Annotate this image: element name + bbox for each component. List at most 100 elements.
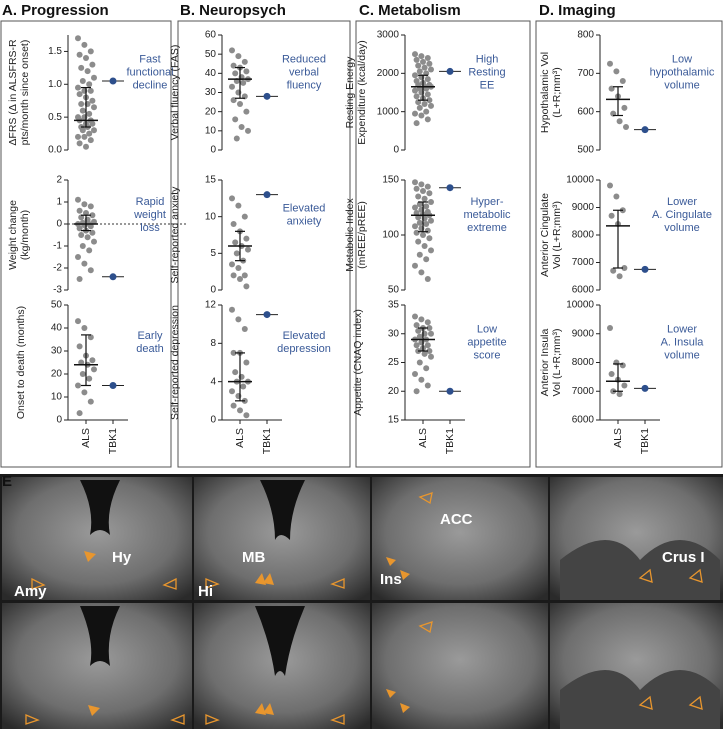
als-point [619,78,626,84]
panel-title: C. Metabolism [359,2,461,19]
als-point [235,316,242,323]
als-point [607,325,613,331]
als-point [78,359,85,366]
y-tick-label: 15 [388,415,400,426]
als-point [412,204,418,211]
als-point [415,238,422,245]
als-point [232,239,239,246]
region-label: Hy [112,549,132,566]
als-point [233,250,240,257]
als-point [79,107,86,114]
als-point [613,193,620,200]
annotation: A. Insula [661,336,705,348]
region-label: Ins [380,571,402,588]
y-tick-label: 10 [205,125,217,136]
y-axis-label: Self-reported anxiety [169,186,181,284]
annotation: Lower [667,196,697,208]
als-point [89,61,96,68]
annotation: Low [477,323,497,335]
als-point [412,72,418,79]
annotation: A. Cingulate [652,209,712,221]
als-point [75,133,81,140]
als-point [86,375,93,382]
y-tick-label: 50 [205,49,217,60]
als-point [243,412,250,419]
y-tick-label: 20 [388,386,400,397]
als-point [86,110,93,117]
als-point [83,210,89,216]
x-tick-label: TBK1 [107,428,119,454]
als-point [87,203,94,210]
als-point [240,383,247,390]
als-point [607,182,613,189]
y-axis-label: (kg/month) [19,210,31,260]
y-tick-label: -2 [53,263,62,274]
als-point [418,181,425,188]
als-point [608,371,615,377]
als-point [413,229,420,236]
y-tick-label: 1 [56,197,62,208]
y-axis-label: Hypothalamic Vol [539,52,551,133]
y-axis-label: Appetite (CNAQ index) [352,309,364,416]
y-tick-label: 8000 [572,230,595,241]
als-point [416,359,423,366]
y-axis-label: Anterior Insula [539,328,551,396]
als-point [428,217,434,224]
als-point [423,108,430,115]
y-tick-label: 30 [205,87,217,98]
als-point [87,87,94,94]
y-tick-label: 600 [577,106,594,117]
panel-title: D. Imaging [539,2,616,19]
als-point [81,41,88,48]
als-point [91,238,97,245]
y-axis-label: (mREE/pREE) [356,201,368,269]
als-point [87,398,94,405]
annotation: appetite [467,336,506,348]
als-point [621,382,628,389]
als-point [416,219,423,226]
als-point [416,201,423,208]
als-point [91,74,97,81]
tbk1-point [641,384,649,392]
als-point [421,350,428,357]
als-point [89,97,96,104]
als-point [75,254,81,260]
tbk1-point [263,191,271,199]
als-point [412,371,418,377]
y-axis-label: Weight change [7,200,19,270]
annotation: decline [133,79,168,91]
als-point [243,108,250,115]
y-tick-label: 10000 [566,300,594,311]
als-point [83,55,89,61]
als-point [75,84,81,91]
annotation: Elevated [283,330,326,342]
annotation: Fast [139,53,160,65]
als-point [243,68,250,75]
als-point [412,87,418,94]
y-tick-label: 7000 [572,257,595,268]
y-tick-label: 0.0 [48,145,62,156]
mri-image [372,477,548,600]
y-tick-label: -1 [53,241,62,252]
als-point [232,369,239,376]
y-tick-label: 0 [56,219,62,230]
annotation: anxiety [287,215,322,227]
als-point [424,55,431,61]
y-tick-label: 50 [51,300,63,311]
als-point [91,366,97,373]
als-point [426,190,433,197]
mri-panel: E Hy Amy MB Hi Ins ACC Crus I [0,473,723,729]
als-point [232,116,239,123]
y-tick-label: 10 [51,392,63,403]
als-point [423,203,430,210]
als-point [413,120,420,127]
als-point [79,127,86,134]
annotation: weight [133,209,166,221]
y-tick-label: 800 [577,30,594,41]
y-axis-label: Anterior Cingulate [539,193,551,277]
y-tick-label: 40 [51,323,63,334]
y-tick-label: 12 [205,300,217,311]
annotation: Early [137,330,163,342]
y-tick-label: 2 [56,175,62,186]
als-point [415,327,422,334]
